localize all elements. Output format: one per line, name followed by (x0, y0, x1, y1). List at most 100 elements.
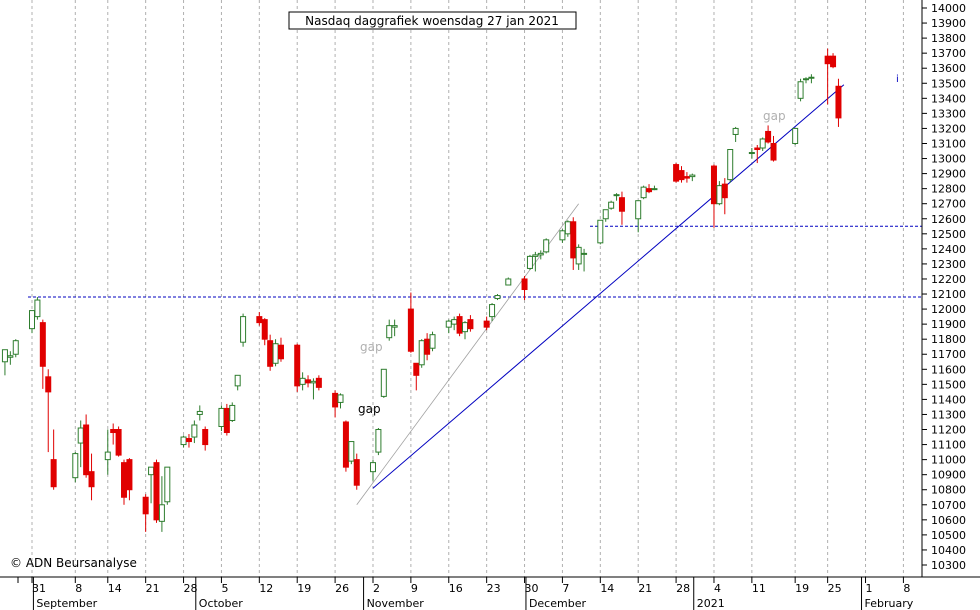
candle-body (483, 320, 490, 328)
x-tick-label: 14 (600, 582, 614, 595)
y-tick-label: 13200 (931, 122, 966, 135)
candle-body (353, 459, 360, 486)
candle (581, 248, 588, 272)
candle (240, 313, 247, 347)
candle-body (277, 344, 284, 360)
candle-body (196, 410, 203, 415)
candle (391, 319, 398, 337)
candle-body (792, 127, 799, 144)
y-tick-label: 10600 (931, 514, 966, 527)
candle (386, 319, 393, 341)
candle-body (310, 380, 317, 384)
candle-body (678, 170, 685, 181)
candle-body (618, 197, 625, 212)
candle (353, 453, 360, 490)
y-tick-label: 13100 (931, 137, 966, 150)
y-tick-label: 11400 (931, 393, 966, 406)
candle (229, 402, 236, 422)
x-tick-label: 28 (184, 582, 198, 595)
candle-body (689, 174, 696, 178)
candle (505, 277, 512, 286)
candle-body (158, 504, 165, 522)
candle-body (445, 320, 452, 328)
candle-body (651, 188, 658, 191)
candle (451, 316, 458, 331)
candle (158, 476, 165, 532)
candle-body (505, 278, 512, 286)
candle-body (369, 462, 376, 473)
candle-body (802, 78, 809, 81)
candle-body (494, 295, 501, 300)
candle-body (424, 338, 431, 355)
y-tick-label: 13000 (931, 153, 966, 166)
candle-body (581, 252, 588, 255)
candle-body (229, 404, 236, 421)
candle (543, 238, 550, 254)
candle-body (83, 424, 90, 476)
candle-body (386, 325, 393, 339)
candle-body (646, 188, 653, 193)
candle-body (142, 496, 149, 515)
y-axis: 14000 13900 13800 13700 13600 13500 13400 13300… (921, 0, 966, 577)
candle (202, 426, 209, 451)
candle-body (635, 200, 642, 220)
title-box (288, 11, 577, 30)
candle-body (185, 438, 192, 443)
candle-body (332, 392, 339, 408)
candle (754, 144, 761, 164)
x-tick-label: 5 (221, 582, 228, 595)
candle-body (240, 316, 247, 343)
x-tick-label: 9 (411, 582, 418, 595)
x-tick-label: 14 (108, 582, 122, 595)
candle (673, 163, 680, 183)
x-tick-label: 26 (335, 582, 349, 595)
candle-body (337, 394, 344, 403)
gap-annotation: gap (360, 340, 383, 354)
x-tick-label: 11 (752, 582, 766, 595)
candle (597, 219, 604, 245)
copyright-text: © ADN Beursanalyse (10, 556, 137, 570)
candle-body (180, 436, 187, 446)
y-tick-label: 11600 (931, 363, 966, 376)
candle (765, 125, 772, 144)
candle (256, 312, 263, 326)
candle-body (526, 255, 533, 269)
candle-body (732, 127, 739, 135)
candle (613, 193, 620, 201)
candle-body (261, 319, 268, 340)
candle (526, 254, 533, 270)
candle (88, 453, 95, 501)
y-tick-label: 12000 (931, 303, 966, 316)
candle (77, 420, 84, 468)
candle-body (597, 219, 604, 244)
y-tick-label: 10700 (931, 499, 966, 512)
candle (342, 420, 349, 472)
candle-body (429, 334, 436, 349)
month-label: November (367, 597, 425, 610)
candle (445, 319, 452, 334)
x-tick-label: 21 (638, 582, 652, 595)
candle (759, 137, 766, 152)
candle-body (375, 429, 382, 453)
gap-annotation: gap (763, 109, 786, 123)
trendline-label: i (896, 74, 899, 85)
y-tick-label: 12200 (931, 273, 966, 286)
candle-body (407, 308, 414, 352)
candle (494, 294, 501, 301)
candle-body (223, 407, 230, 434)
y-tick-label: 11500 (931, 378, 966, 391)
candle (1, 349, 8, 376)
candle (732, 126, 739, 142)
candle-body (835, 85, 842, 119)
x-tick-label: 8 (903, 582, 910, 595)
candle-body (543, 239, 550, 253)
candle-body (797, 81, 804, 99)
candle (727, 149, 734, 183)
candle-body (234, 374, 241, 387)
y-tick-label: 12100 (931, 288, 966, 301)
y-tick-label: 13800 (931, 32, 966, 45)
candle-body (50, 459, 57, 488)
candle (7, 351, 14, 365)
y-tick-label: 13500 (931, 77, 966, 90)
candle-body (489, 304, 496, 318)
